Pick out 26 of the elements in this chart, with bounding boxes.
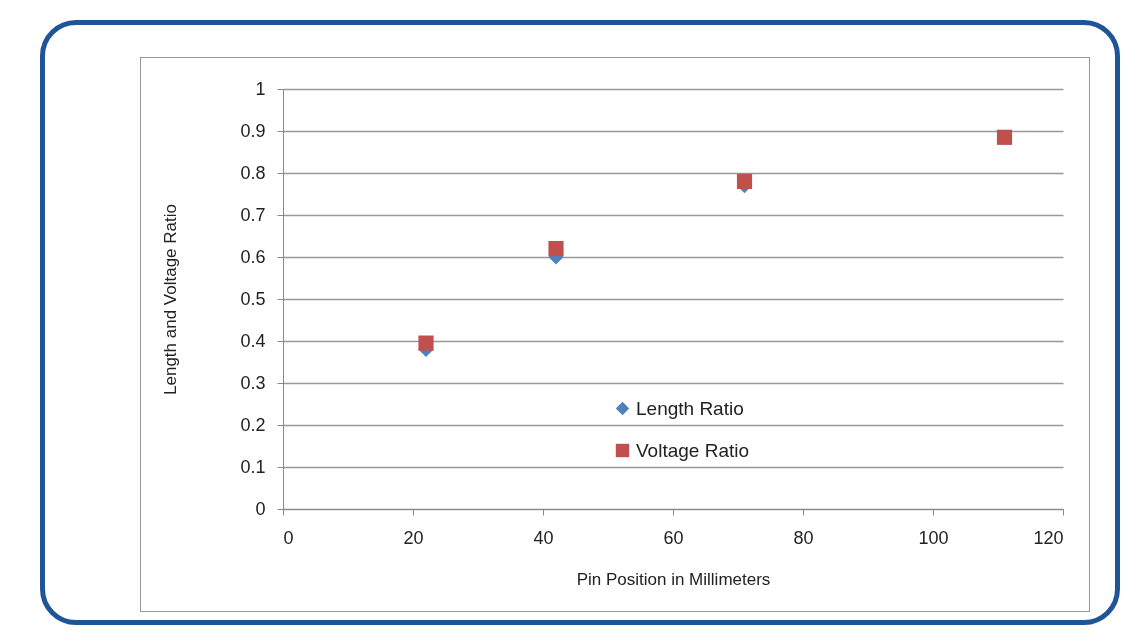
y-tick-label: 0.3 <box>240 372 266 393</box>
point <box>736 173 753 189</box>
x-tick-label: 120 <box>1033 527 1064 548</box>
y-tick-label: 0.7 <box>240 204 266 225</box>
legend-label: Voltage Ratio <box>636 439 750 461</box>
point <box>548 241 564 257</box>
y-tick-label: 1 <box>255 78 266 99</box>
y-tick-label: 0.8 <box>240 162 266 183</box>
y-tick-label: 0.1 <box>240 456 266 477</box>
x-tick-label: 80 <box>793 527 814 548</box>
x-tick-label: 0 <box>283 527 294 548</box>
x-tick-label: 40 <box>533 527 554 548</box>
y-axis-title: Length and Voltage Ratio <box>161 204 181 395</box>
x-tick-label: 60 <box>663 527 684 548</box>
y-tick-label: 0.4 <box>240 330 266 351</box>
x-axis-title: Pin Position in Millimeters <box>576 569 771 589</box>
point <box>418 335 434 351</box>
legend-label: Length Ratio <box>636 397 744 419</box>
point <box>996 129 1013 145</box>
x-tick-label: 100 <box>918 527 949 548</box>
y-tick-label: 0 <box>255 498 266 519</box>
y-tick-label: 0.9 <box>240 120 266 141</box>
y-tick-label: 0.6 <box>240 246 266 267</box>
x-tick-label: 20 <box>403 527 424 548</box>
y-tick-label: 0.2 <box>240 414 266 435</box>
y-tick-label: 0.5 <box>240 288 266 309</box>
